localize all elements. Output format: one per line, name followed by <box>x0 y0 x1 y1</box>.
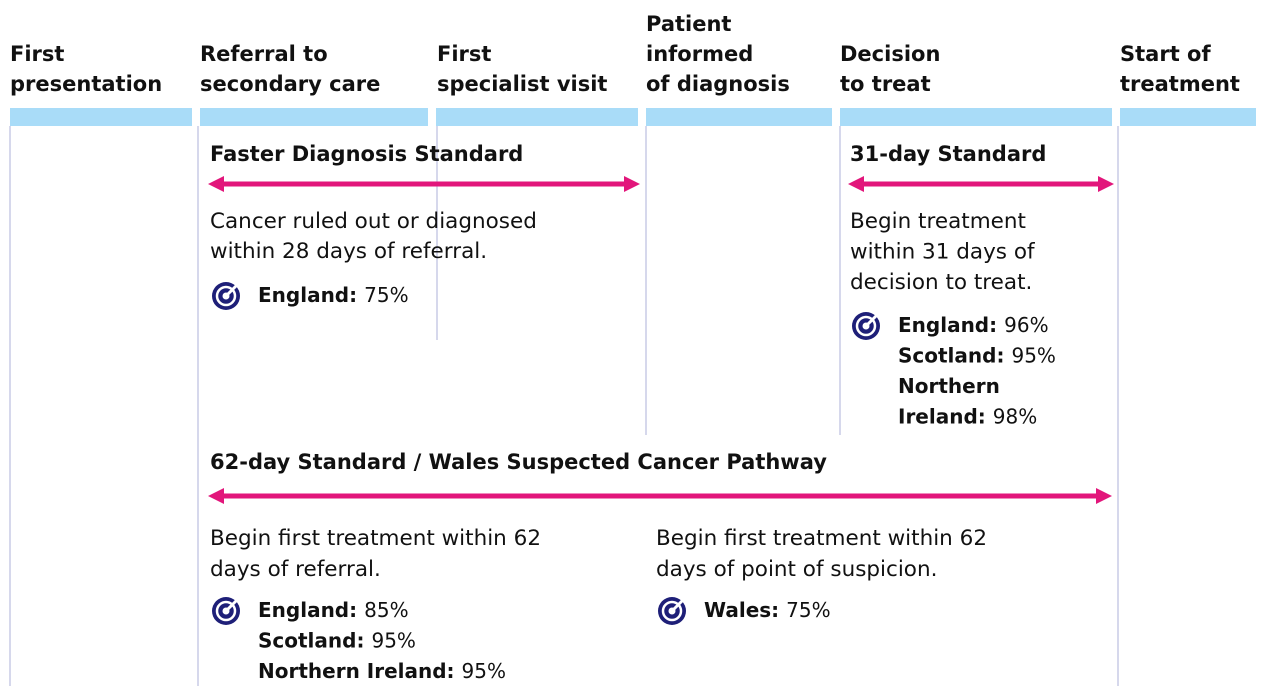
standard-title: Faster Diagnosis Standard <box>210 142 523 166</box>
region: Scotland: <box>258 628 364 652</box>
column-header: to treat <box>840 72 931 96</box>
description: days of referral. <box>210 557 381 582</box>
target: Scotland: 95% <box>898 343 1056 367</box>
target: Scotland: 95% <box>258 628 416 652</box>
target-value: 85% <box>364 598 408 622</box>
description: within 28 days of referral. <box>210 239 487 264</box>
column-header: First <box>437 42 491 66</box>
target: Northern Ireland: 95% <box>258 659 506 683</box>
target-icon <box>210 280 242 312</box>
target-value: 95% <box>371 628 415 652</box>
column-header: of diagnosis <box>646 72 790 96</box>
arrows <box>208 176 1114 504</box>
column-header: Decision <box>840 42 940 66</box>
target-value: 95% <box>1011 343 1055 367</box>
column-dividers <box>9 126 1119 686</box>
column-headers: First presentation Referral to secondary ca… <box>10 12 1240 96</box>
column-header: secondary care <box>200 72 380 96</box>
column-header: presentation <box>10 72 162 96</box>
target: England: 75% <box>258 283 409 307</box>
description: within 31 days of <box>850 240 1035 265</box>
target-icon <box>210 595 242 627</box>
description: decision to treat. <box>850 270 1032 295</box>
column-header: Start of <box>1120 42 1211 66</box>
column-header: First <box>10 42 64 66</box>
target-icon <box>850 310 882 342</box>
column-header: informed <box>646 42 753 66</box>
region: England: <box>258 283 357 307</box>
description: Cancer ruled out or diagnosed <box>210 209 537 234</box>
target: Ireland: 98% <box>898 404 1037 428</box>
target: Wales: 75% <box>704 598 831 622</box>
standard-details: Cancer ruled out or diagnosed within 28 d… <box>210 209 1056 683</box>
target: Northern <box>898 374 1000 398</box>
region: Wales: <box>704 598 779 622</box>
target-value: 98% <box>993 404 1037 428</box>
region: England: <box>258 598 357 622</box>
region: Northern Ireland: <box>258 659 455 683</box>
header-bars <box>10 108 1256 126</box>
column-header: Referral to <box>200 42 328 66</box>
standard-title: 62-day Standard / Wales Suspected Cancer… <box>210 450 827 474</box>
description: days of point of suspicion. <box>656 557 937 582</box>
column-header: specialist visit <box>437 72 607 96</box>
description: Begin first treatment within 62 <box>656 526 987 551</box>
column-header: treatment <box>1120 72 1240 96</box>
description: Begin treatment <box>850 209 1026 234</box>
target-value: 95% <box>462 659 506 683</box>
description: Begin first treatment within 62 <box>210 526 541 551</box>
target-icon <box>656 595 688 627</box>
region: Northern <box>898 374 1000 398</box>
target: England: 96% <box>898 313 1049 337</box>
target-value: 96% <box>1004 313 1048 337</box>
column-header: Patient <box>646 12 731 36</box>
region: Ireland: <box>898 404 986 428</box>
region: Scotland: <box>898 343 1004 367</box>
target-value: 75% <box>786 598 830 622</box>
target: England: 85% <box>258 598 409 622</box>
region: England: <box>898 313 997 337</box>
standard-title: 31-day Standard <box>850 142 1046 166</box>
target-value: 75% <box>364 283 408 307</box>
